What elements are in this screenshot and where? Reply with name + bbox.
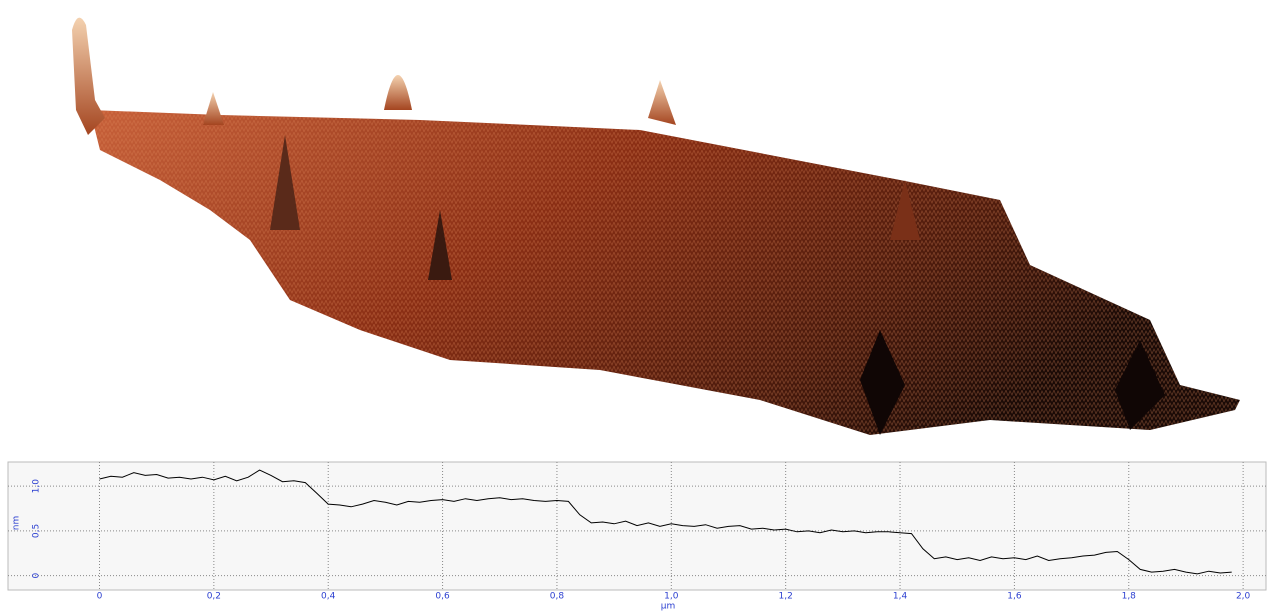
x-tick-label: 1,6: [1007, 592, 1022, 602]
x-tick-label: 0,8: [550, 592, 565, 602]
x-tick-label: 0,6: [435, 592, 450, 602]
x-tick-label: 1,2: [779, 592, 793, 602]
y-tick-label: 0: [32, 573, 42, 579]
y-axis-label: nm: [12, 516, 22, 530]
page: {"chart_data": {"type": "line", "x_label…: [0, 0, 1271, 612]
x-tick-label: 0: [97, 592, 103, 602]
afm-surface: [72, 18, 1240, 435]
x-tick-label: 1,0: [664, 592, 679, 602]
x-tick-label: 1,8: [1122, 592, 1137, 602]
x-tick-label: 1,4: [893, 592, 908, 602]
y-tick-label: 1,0: [32, 479, 42, 494]
figure: µm nm 0 0,2 0,4 0,6 0,8 1,0 1,2 1,4 1,6 1,8 2,0 0 0,…: [0, 0, 1271, 612]
x-tick-label: 0,4: [321, 592, 336, 602]
x-tick-label: 0,2: [207, 592, 221, 602]
y-tick-label: 0,5: [32, 524, 42, 538]
x-tick-label: 2,0: [1236, 592, 1251, 602]
x-axis-label: µm: [661, 602, 676, 612]
